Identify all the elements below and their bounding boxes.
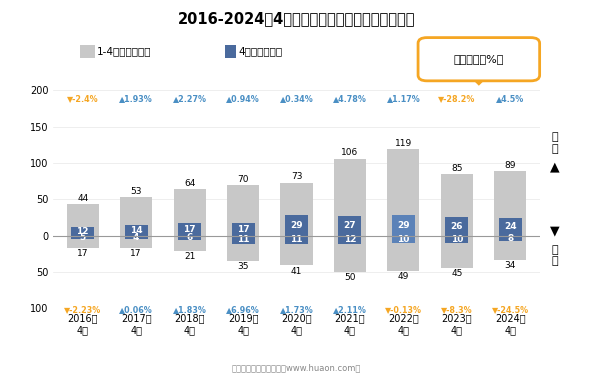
Text: 29: 29 (397, 221, 410, 230)
Text: 85: 85 (451, 164, 463, 173)
Text: ▼: ▼ (550, 225, 559, 238)
Text: ▼-24.5%: ▼-24.5% (492, 305, 529, 314)
Text: 26: 26 (451, 222, 463, 231)
Text: ▼-2.23%: ▼-2.23% (64, 305, 101, 314)
Text: ▲2.27%: ▲2.27% (173, 94, 206, 103)
Bar (67, 204, 99, 236)
Text: 50: 50 (344, 273, 356, 282)
Text: ▲: ▲ (550, 161, 559, 174)
Bar (174, 189, 206, 236)
Text: ▲1.83%: ▲1.83% (173, 305, 206, 314)
Bar (125, 226, 148, 236)
Text: ▲1.73%: ▲1.73% (280, 305, 313, 314)
Text: 89: 89 (505, 161, 516, 170)
Bar (445, 217, 468, 236)
Text: ▲0.06%: ▲0.06% (119, 305, 153, 314)
Bar (120, 236, 152, 248)
Text: 106: 106 (342, 149, 359, 158)
Text: ▲2.11%: ▲2.11% (333, 305, 367, 314)
Text: 11: 11 (290, 235, 303, 244)
Text: ▲1.93%: ▲1.93% (119, 94, 153, 103)
Text: 17: 17 (130, 249, 142, 258)
Bar (441, 174, 473, 236)
Text: ▲4.5%: ▲4.5% (496, 94, 524, 103)
Bar (494, 171, 526, 236)
Bar (499, 218, 522, 236)
Text: 12: 12 (344, 235, 356, 244)
Bar (71, 227, 94, 236)
Bar (392, 215, 415, 236)
Bar (231, 236, 254, 244)
Bar (334, 159, 366, 236)
Bar (285, 215, 308, 236)
Text: 8: 8 (507, 234, 514, 243)
Text: 24: 24 (504, 222, 517, 231)
Text: 44: 44 (77, 194, 88, 203)
Text: 17: 17 (237, 225, 250, 234)
Text: ▲0.34%: ▲0.34% (280, 94, 313, 103)
Text: 35: 35 (237, 262, 249, 271)
Bar (227, 185, 259, 236)
Text: ▼-0.13%: ▼-0.13% (385, 305, 422, 314)
Text: ▲6.96%: ▲6.96% (226, 305, 260, 314)
Text: 1-4月（亿美元）: 1-4月（亿美元） (97, 46, 151, 56)
Text: 出
口: 出 口 (551, 132, 558, 154)
Text: 49: 49 (398, 272, 409, 281)
Bar (494, 236, 526, 260)
Text: 73: 73 (291, 173, 302, 182)
Text: 21: 21 (184, 252, 195, 261)
Bar (174, 236, 206, 251)
Bar (285, 236, 308, 244)
Bar (227, 236, 259, 261)
Text: 进
口: 进 口 (551, 245, 558, 267)
Text: ▲4.78%: ▲4.78% (333, 94, 367, 103)
Bar (441, 236, 473, 268)
Bar (445, 236, 468, 243)
Text: 41: 41 (291, 267, 302, 276)
Text: 2016-2024年4月重庆西永综合保税区进、出口额: 2016-2024年4月重庆西永综合保税区进、出口额 (178, 11, 415, 26)
Bar (339, 216, 362, 236)
Text: ▼-28.2%: ▼-28.2% (438, 94, 476, 103)
Bar (334, 236, 366, 272)
Bar (280, 236, 313, 265)
Text: ▼-2.4%: ▼-2.4% (67, 94, 98, 103)
Text: 4: 4 (133, 233, 139, 242)
Bar (499, 236, 522, 241)
Bar (178, 223, 201, 236)
Bar (67, 236, 99, 248)
Bar (392, 236, 415, 243)
Text: 17: 17 (77, 249, 88, 258)
Text: 45: 45 (451, 270, 463, 279)
Bar (387, 236, 419, 271)
Text: ▲0.94%: ▲0.94% (226, 94, 260, 103)
Text: 10: 10 (397, 235, 410, 244)
Text: 制图：华经产业研究院（www.huaon.com）: 制图：华经产业研究院（www.huaon.com） (232, 363, 361, 372)
Text: 6: 6 (187, 233, 193, 242)
Text: 5: 5 (79, 233, 86, 242)
Bar (71, 236, 94, 239)
Text: 64: 64 (184, 179, 195, 188)
Bar (280, 183, 313, 236)
Text: 27: 27 (343, 221, 356, 230)
Text: 11: 11 (237, 235, 249, 244)
Bar (231, 223, 254, 236)
Text: 70: 70 (237, 174, 249, 183)
Bar (339, 236, 362, 244)
Bar (125, 236, 148, 238)
Bar (387, 149, 419, 236)
Text: 同比增速（%）: 同比增速（%） (454, 54, 504, 64)
Bar (178, 236, 201, 240)
Text: ▼-8.3%: ▼-8.3% (441, 305, 473, 314)
Text: 34: 34 (505, 261, 516, 270)
Text: 119: 119 (395, 139, 412, 148)
Text: 14: 14 (130, 226, 142, 235)
Text: 29: 29 (290, 221, 303, 230)
Bar (120, 197, 152, 236)
Text: 12: 12 (76, 227, 89, 236)
Text: 4月（亿美元）: 4月（亿美元） (238, 46, 282, 56)
Text: ▲1.17%: ▲1.17% (387, 94, 420, 103)
Text: 10: 10 (451, 235, 463, 244)
Text: 17: 17 (183, 225, 196, 234)
Text: 53: 53 (130, 187, 142, 196)
